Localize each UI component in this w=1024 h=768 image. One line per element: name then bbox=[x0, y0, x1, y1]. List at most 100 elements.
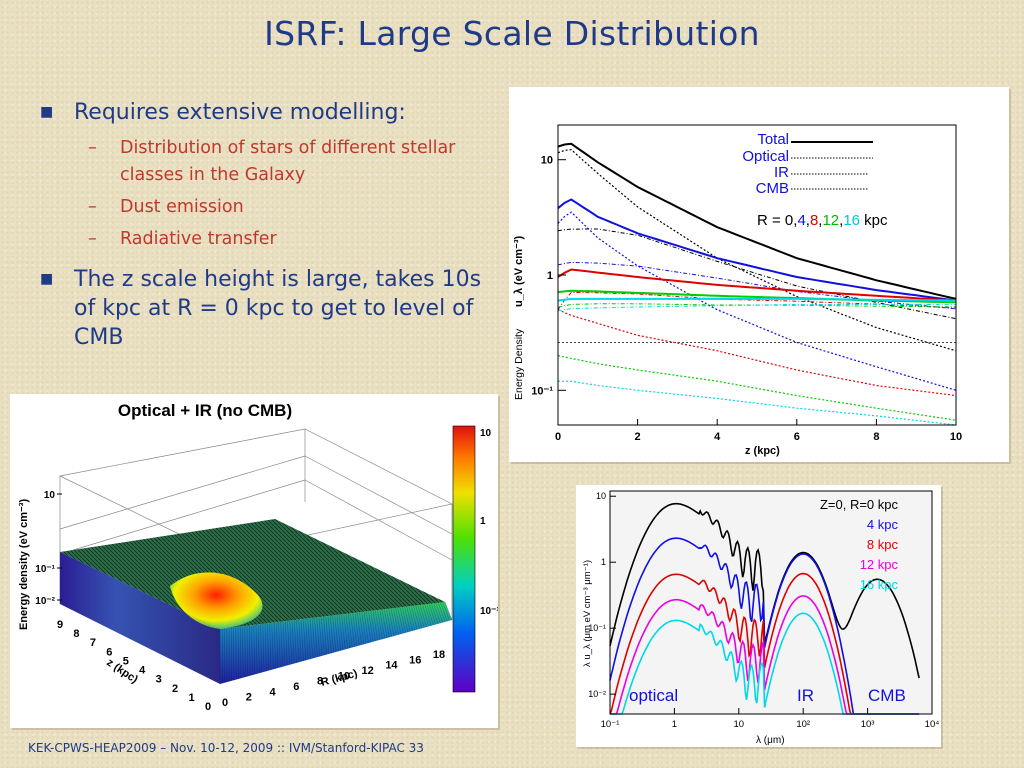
z-profile-chart: 0 2 4 6 8 10 10 1 10⁻¹ z (kpc) u_λ (eV cm⁻³) En… bbox=[513, 124, 962, 457]
surface-hatch bbox=[298, 619, 302, 662]
surface-title: Optical + IR (no CMB) bbox=[118, 401, 292, 420]
surface-hatch bbox=[253, 624, 256, 675]
sub-bullet-text: Distribution of stars of different stell… bbox=[120, 138, 456, 185]
surface-hatch bbox=[428, 603, 437, 625]
surface-hatch bbox=[293, 620, 297, 663]
optical-line-r0 bbox=[557, 149, 957, 352]
slide-footer: KEK-CPWS-HEAP2009 – Nov. 10-12, 2009 :: … bbox=[28, 741, 424, 755]
y-tick-label: 10 bbox=[541, 155, 553, 167]
y-tick-label: 1 bbox=[601, 557, 606, 567]
legend-ir: IR bbox=[774, 164, 789, 181]
sub-bullet-text: Dust emission bbox=[120, 197, 244, 217]
surface-hatch bbox=[289, 620, 293, 665]
y-axis-label: λ u_λ (μm eV cm⁻³ μm⁻¹) bbox=[582, 560, 593, 667]
z-tick-label: 9 bbox=[57, 619, 63, 631]
legend-entry: 16 kpc bbox=[860, 577, 899, 592]
surface-hatch bbox=[257, 624, 260, 674]
x-tick-label: 10 bbox=[950, 431, 962, 443]
surface-hatch bbox=[406, 606, 413, 631]
surface-hatch bbox=[381, 609, 388, 638]
surface-hatch bbox=[325, 616, 330, 654]
surface-hatch bbox=[239, 626, 242, 679]
sub-bullet-item: – Dust emission bbox=[40, 194, 495, 221]
r-tick-label: 6 bbox=[293, 681, 299, 693]
x-tick-label: 2 bbox=[635, 431, 641, 443]
surface-hatch bbox=[370, 610, 376, 642]
z-tick-label: 4 bbox=[139, 665, 146, 677]
legend-cmb: CMB bbox=[756, 180, 789, 197]
square-bullet-icon: ■ bbox=[40, 104, 54, 120]
surface-hatch bbox=[251, 625, 253, 676]
z-tick-label: 7 bbox=[90, 637, 96, 649]
legend-entry: 4 kpc bbox=[867, 517, 899, 532]
y-axis-label: u_λ (eV cm⁻³) bbox=[513, 235, 525, 307]
colorbar-tick-label: 1 bbox=[480, 516, 486, 527]
surface-hatch bbox=[347, 613, 353, 648]
surface-hatch bbox=[246, 625, 249, 677]
surface-hatch bbox=[309, 618, 314, 659]
surface-hatch bbox=[296, 619, 300, 663]
x-tick-label: 10 bbox=[734, 719, 745, 730]
band-label-optical: optical bbox=[629, 686, 678, 705]
y-tick-label: 10⁻¹ bbox=[531, 385, 553, 397]
surface-hatch bbox=[435, 602, 444, 623]
total-line-r16 bbox=[557, 297, 957, 302]
sub-bullet-text: Radiative transfer bbox=[120, 229, 277, 249]
surface-hatch bbox=[260, 624, 263, 673]
ir-line-r4 bbox=[557, 261, 957, 310]
surface-hatch bbox=[266, 623, 270, 671]
sub-bullet-item: – Radiative transfer bbox=[40, 226, 495, 253]
surface-hatch bbox=[390, 608, 397, 636]
bullet-text: The z scale height is large, takes 10s o… bbox=[74, 267, 482, 350]
surface-hatch bbox=[350, 613, 355, 647]
total-line-r8 bbox=[557, 268, 957, 302]
spectrum-chart: 10⁻¹ 1 10 10² 10³ 10⁴ 10 1 10⁻¹ 10⁻² λ (μm) λ u_… bbox=[582, 490, 939, 746]
bullet-item: ■ The z scale height is large, takes 10s… bbox=[40, 265, 484, 352]
bullet-list: ■ Requires extensive modelling: – Distri… bbox=[40, 98, 495, 360]
y-tick-label: 10 bbox=[596, 491, 606, 501]
surface-hatch bbox=[374, 610, 381, 640]
surface-hatch bbox=[424, 604, 432, 626]
surface-hatch bbox=[354, 612, 360, 646]
ir-line-r0 bbox=[557, 228, 957, 320]
surface-hatch bbox=[437, 602, 446, 623]
surface-hatch bbox=[388, 608, 395, 637]
v-tick-label: 10⁻² bbox=[35, 596, 55, 607]
surface-hatch bbox=[356, 612, 362, 645]
r-tick-label: 0 bbox=[222, 697, 228, 709]
total-line-r4 bbox=[557, 198, 957, 302]
surface-hatch bbox=[280, 621, 283, 667]
r-tick-label: 18 bbox=[433, 649, 445, 661]
surface-peak bbox=[170, 572, 263, 629]
dash-bullet-icon: – bbox=[88, 138, 97, 158]
legend-entry: 12 kpc bbox=[860, 557, 899, 572]
surface-hatch bbox=[372, 610, 379, 641]
radius-note: R = 0,4,8,12,16 kpc bbox=[757, 212, 888, 229]
square-bullet-icon: ■ bbox=[40, 271, 54, 287]
surface-hatch bbox=[408, 606, 416, 631]
optical-line-r16 bbox=[558, 380, 957, 426]
surface-hatch bbox=[341, 614, 346, 650]
surface-hatch bbox=[282, 621, 286, 667]
surface-hatch bbox=[352, 613, 358, 647]
y-tick-label: 1 bbox=[547, 270, 553, 282]
v-tick-label: 10 bbox=[44, 490, 56, 501]
surface-hatch bbox=[323, 616, 328, 655]
band-label-cmb: CMB bbox=[868, 686, 906, 705]
x-tick-label: 10² bbox=[796, 719, 810, 730]
surface-hatch bbox=[377, 610, 383, 640]
surface-hatch bbox=[413, 605, 420, 630]
surface-hatch bbox=[431, 603, 439, 624]
surface-hatch bbox=[365, 611, 372, 643]
surface-hatch bbox=[417, 605, 425, 628]
surface-hatch bbox=[264, 623, 267, 672]
optical-line-r8 bbox=[557, 309, 957, 397]
surface-hatch bbox=[345, 613, 351, 649]
x-axis-label: z (kpc) bbox=[745, 445, 780, 457]
x-tick-label: 10³ bbox=[861, 719, 875, 730]
surface-hatch bbox=[327, 616, 332, 654]
surface-chart-panel: Optical + IR (no CMB) 10 1 10⁻¹ 10 10⁻¹ 10⁻²… bbox=[10, 394, 500, 728]
optical-line-r4 bbox=[557, 211, 957, 391]
surface-top bbox=[60, 519, 445, 629]
